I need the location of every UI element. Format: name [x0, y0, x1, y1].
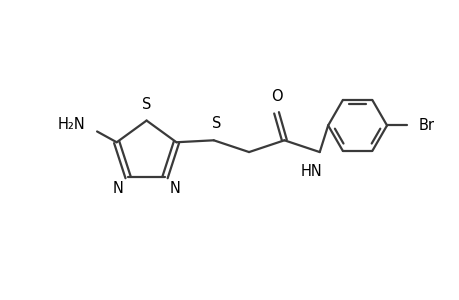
Text: N: N: [169, 181, 180, 196]
Text: N: N: [112, 181, 123, 196]
Text: S: S: [141, 97, 151, 112]
Text: Br: Br: [418, 118, 433, 133]
Text: H₂N: H₂N: [57, 117, 85, 132]
Text: HN: HN: [300, 164, 322, 179]
Text: S: S: [212, 116, 221, 131]
Text: O: O: [270, 89, 282, 104]
